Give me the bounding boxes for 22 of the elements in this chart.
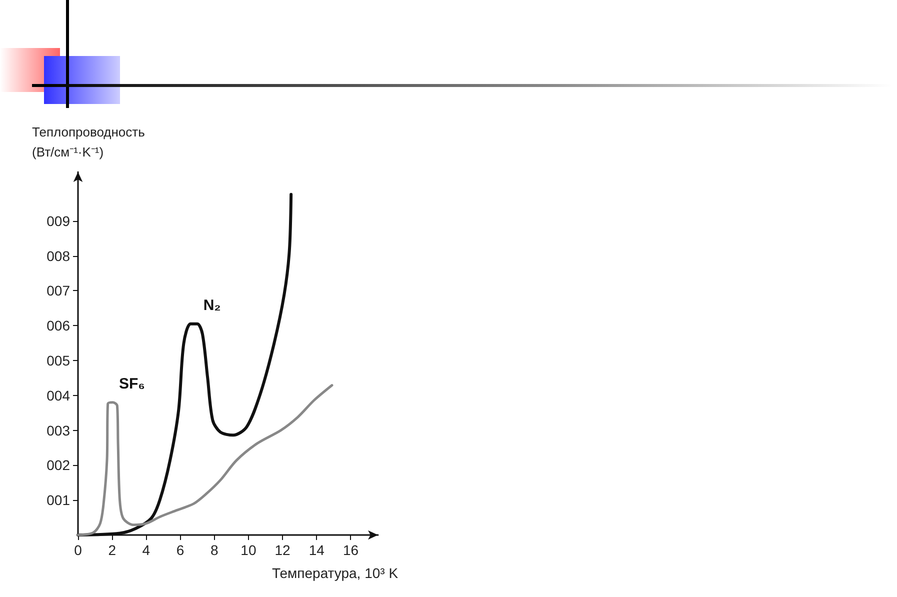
y-tick-label: 006: [46, 318, 70, 334]
y-tick-label: 001: [46, 492, 70, 508]
x-tick-label: 10: [240, 542, 256, 558]
x-tick-label: 16: [342, 542, 359, 558]
y-tick-label: 002: [46, 457, 70, 474]
y-tick-label: 004: [46, 387, 70, 404]
series-label: SF₆: [118, 375, 145, 392]
y-tick-label: 009: [46, 212, 70, 229]
x-tick-label: 6: [176, 542, 184, 558]
x-tick-label: 8: [210, 542, 218, 558]
series-label: N₂: [203, 296, 221, 314]
x-tick-label: 14: [308, 542, 325, 558]
y-tick-label: 003: [46, 422, 70, 438]
y-tick-label: 005: [46, 352, 70, 368]
x-tick-label: 2: [108, 542, 116, 558]
y-axis-title: Теплопроводность (Вт/см⁻¹·K⁻¹): [32, 124, 146, 160]
x-tick-label: 4: [142, 542, 150, 558]
y-tick-label: 007: [46, 282, 70, 299]
y-tick-label: 008: [46, 248, 70, 264]
x-tick-label: 12: [274, 542, 291, 558]
x-tick-label: 0: [74, 542, 82, 558]
x-axis-title: Температура, 10³ K: [272, 565, 399, 581]
